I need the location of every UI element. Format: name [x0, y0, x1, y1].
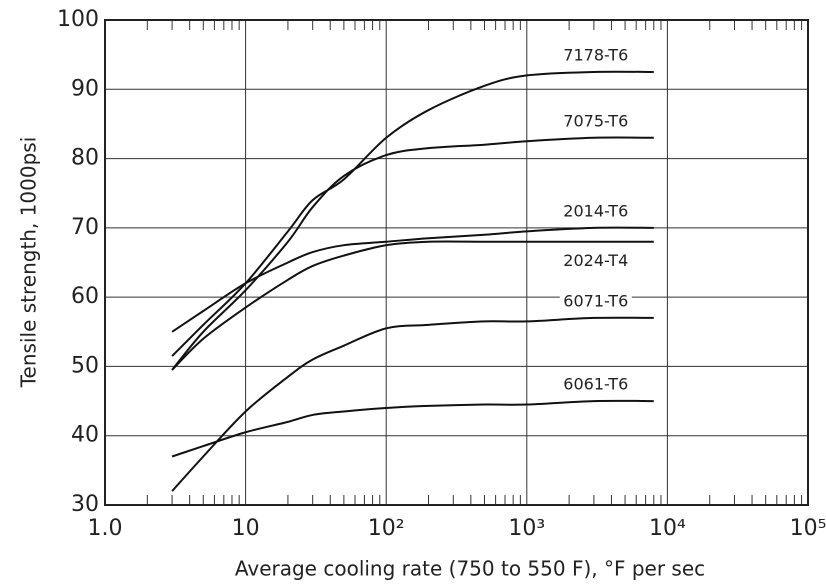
- y-tick-label: 40: [71, 423, 99, 448]
- series-label: 6061-T6: [563, 375, 628, 394]
- x-tick-label: 10: [232, 516, 260, 541]
- label-bg: [559, 111, 632, 132]
- series-label: 6071-T6: [563, 291, 628, 310]
- series-line: [171, 136, 654, 371]
- x-tick-label: 10²: [368, 516, 405, 541]
- series-line: [171, 399, 654, 458]
- y-tick-label: 70: [71, 215, 99, 240]
- series-line: [171, 316, 654, 492]
- y-tick-label: 50: [71, 353, 99, 378]
- y-tick-label: 60: [71, 284, 99, 309]
- label-bg: [559, 375, 632, 396]
- y-tick-label: 80: [71, 146, 99, 171]
- label-bg: [559, 45, 632, 66]
- x-tick-label: 10⁴: [649, 516, 686, 541]
- plot-frame: [104, 19, 809, 506]
- y-tick-label: 90: [71, 76, 99, 101]
- series-label: 2024-T4: [563, 251, 628, 270]
- y-tick-label: 100: [57, 7, 99, 32]
- x-tick-label: 10³: [508, 516, 545, 541]
- series-label: 7178-T6: [563, 45, 628, 64]
- label-bg: [559, 251, 632, 272]
- series-label: 7075-T6: [563, 111, 628, 130]
- x-tick-label: 10⁵: [790, 516, 826, 541]
- label-bg: [559, 291, 632, 312]
- series-label: 2014-T6: [563, 201, 628, 220]
- x-tick-label: 1.0: [88, 516, 123, 541]
- y-tick-label: 30: [71, 492, 99, 517]
- label-bg: [559, 201, 632, 222]
- series-line: [171, 226, 654, 333]
- series-line: [171, 240, 654, 371]
- y-axis-label: Tensile strength, 1000psi: [17, 137, 41, 389]
- x-axis-label: Average cooling rate (750 to 550 F), °F …: [235, 557, 705, 581]
